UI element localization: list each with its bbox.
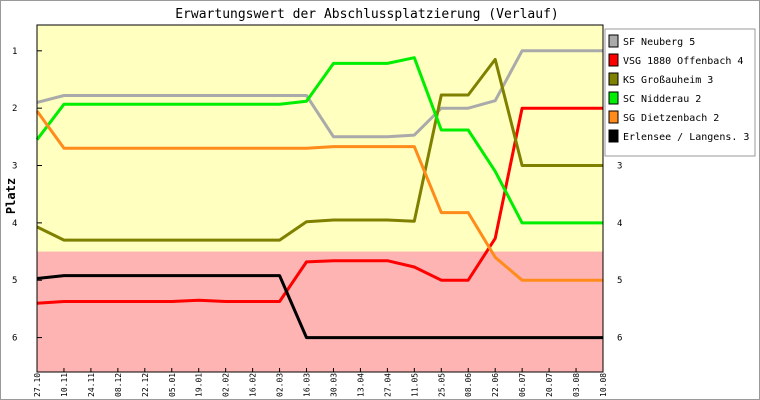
legend-label-5: Erlensee / Langens. 3: [623, 132, 749, 143]
y-tick-label-left: 5: [12, 276, 17, 286]
x-tick-label: 03.08: [572, 373, 581, 397]
legend-label-4: SG Dietzenbach 2: [623, 113, 719, 124]
x-tick-label: 02.03: [276, 373, 285, 397]
legend-label-1: VSG 1880 Offenbach 4: [623, 56, 743, 67]
series-line-4: [35, 110, 603, 282]
x-tick-label: 10.08: [599, 373, 608, 397]
legend-box: [604, 28, 756, 157]
x-tick-label: 27.10: [33, 373, 42, 397]
series-line-5: [36, 274, 603, 340]
y-tick-label-left: 2: [12, 104, 17, 114]
y-tick-label-left: 3: [12, 162, 17, 172]
legend: SF Neuberg 5 VSG 1880 Offenbach 4 KS Großa…: [604, 28, 756, 157]
x-tick-label: 22.12: [141, 373, 150, 397]
x-tick-label: 08.06: [464, 373, 473, 397]
y-tick-label-left: 4: [12, 219, 17, 229]
plot-border: [36, 24, 604, 373]
x-tick-label: 05.01: [168, 373, 177, 397]
x-tick-label: 25.05: [437, 373, 446, 397]
chart-title: Erwartungswert der Abschlussplatzierung …: [175, 7, 559, 22]
y-tick-label-left: 1: [12, 47, 17, 57]
x-tick-label: 02.02: [222, 373, 231, 397]
x-tick-label: 27.04: [383, 373, 392, 397]
series-line-1: [36, 106, 603, 305]
x-tick-label: 16.02: [249, 373, 258, 397]
series-line-2: [36, 57, 603, 242]
x-tick-label: 30.03: [329, 373, 338, 397]
x-tick-label: 10.11: [60, 373, 69, 397]
x-tick-label: 20.07: [545, 373, 554, 397]
legend-label-3: SC Nidderau 2: [623, 94, 701, 105]
x-tick-label: 11.05: [410, 373, 419, 397]
legend-label-0: SF Neuberg 5: [623, 37, 695, 48]
y-tick-label-right: 4: [617, 219, 622, 229]
y-tick-label-right: 3: [617, 162, 622, 172]
series-line-3: [35, 56, 603, 225]
legend-label-2: KS Großauheim 3: [623, 75, 713, 86]
x-tick-label: 13.04: [356, 373, 365, 397]
y-tick-label-left: 6: [12, 334, 17, 344]
x-tick-label: 22.06: [491, 373, 500, 397]
zone-1: [37, 251, 603, 372]
legend-swatch-1: [608, 53, 619, 67]
y-tick-label-right: 5: [617, 276, 622, 286]
plot-zones: [37, 25, 603, 372]
x-ticks: 27.10 10.11 24.11 08.12 22.12 05.01 19.01 02.02…: [33, 368, 608, 397]
legend-swatch-3: [608, 91, 619, 105]
x-tick-label: 24.11: [87, 373, 96, 397]
series-line-0: [36, 49, 603, 139]
x-tick-label: 16.03: [303, 373, 312, 397]
x-tick-label: 19.01: [195, 373, 204, 397]
x-tick-label: 08.12: [114, 373, 123, 397]
y-tick-label-right: 6: [617, 334, 622, 344]
legend-swatch-2: [608, 72, 619, 86]
x-tick-label: 06.07: [518, 373, 527, 397]
legend-swatch-0: [608, 34, 619, 48]
legend-swatch-5: [608, 129, 619, 143]
series-lines: [35, 49, 603, 340]
zone-0: [37, 25, 603, 252]
legend-swatch-4: [608, 110, 619, 124]
y-axis-label: Platz: [4, 178, 18, 214]
